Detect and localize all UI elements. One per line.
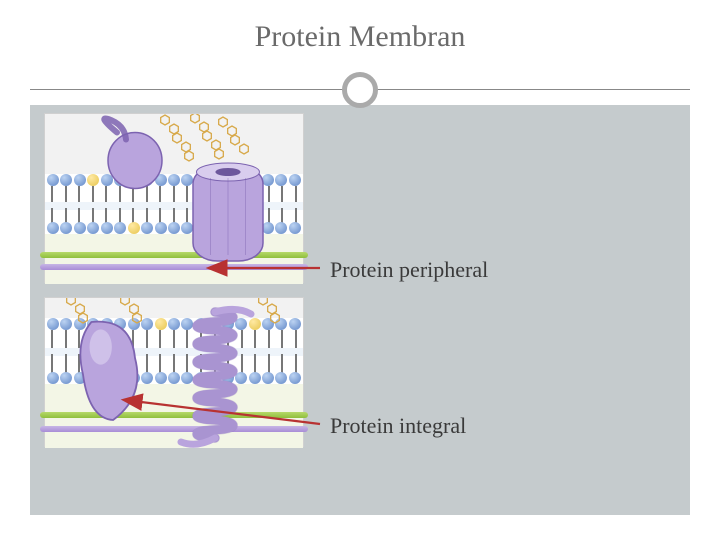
header-circle-icon <box>342 72 378 108</box>
page-title: Protein Membran <box>0 0 720 54</box>
arrow-peripheral <box>30 105 690 515</box>
slide-header: Protein Membran <box>0 0 720 90</box>
slide: Protein Membran <box>0 0 720 540</box>
content-area: Protein peripheral Protein integral <box>30 105 690 515</box>
